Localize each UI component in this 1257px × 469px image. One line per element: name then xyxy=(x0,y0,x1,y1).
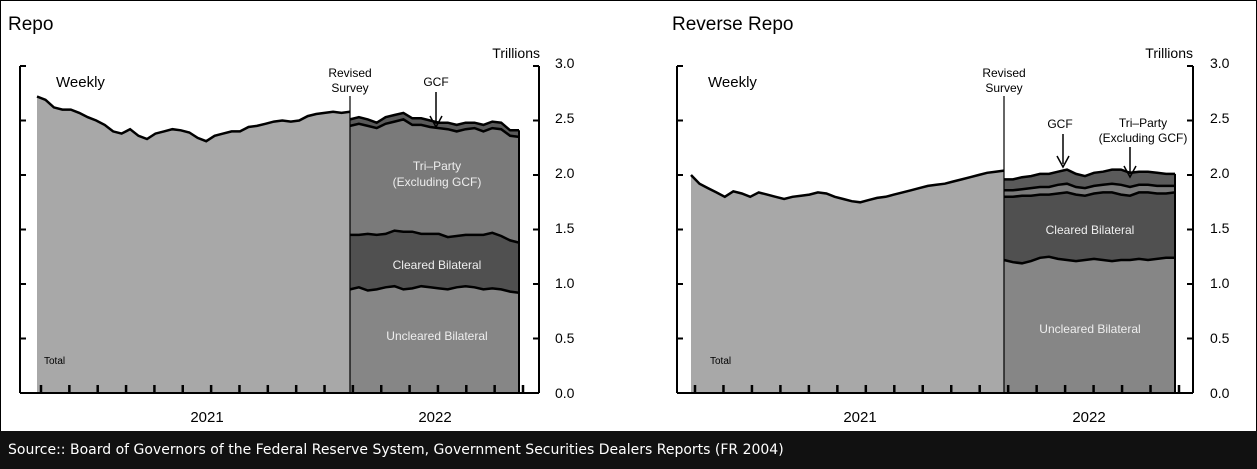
stack-boundary-line xyxy=(349,111,519,132)
total-region-label: Total xyxy=(44,356,65,367)
y-tick-label: 2.5 xyxy=(555,110,575,126)
stack-boundary-line xyxy=(349,284,520,294)
total-area xyxy=(37,96,350,393)
y-tick-label: 2.5 xyxy=(1210,110,1230,126)
frequency-label: Weekly xyxy=(708,74,757,91)
stack-boundary-line xyxy=(1003,255,1175,265)
triparty-annotation: Tri–Party xyxy=(1119,116,1167,130)
gcf-arrow-head-icon xyxy=(1056,155,1070,169)
y-tick-label: 2.0 xyxy=(555,165,575,181)
y-tick-label: 3.0 xyxy=(1210,55,1230,71)
total-area xyxy=(691,170,1004,393)
y-tick-label: 0.0 xyxy=(1210,385,1230,401)
charts-canvas: Repo Weekly Trillions Total Uncleared Bi… xyxy=(8,14,1230,426)
triparty-arrow-head-icon xyxy=(1123,165,1137,179)
source-note: Source:: Board of Governors of the Feder… xyxy=(0,431,1257,469)
total-line xyxy=(690,169,1005,204)
total-region-label: Total xyxy=(710,356,731,367)
y-tick-label: 1.0 xyxy=(1210,275,1230,291)
reverse-repo-panel: Reverse Repo Weekly Trillions Total Uncl… xyxy=(672,14,1230,426)
gcf-annotation: GCF xyxy=(423,75,448,89)
chart-title: Reverse Repo xyxy=(672,14,793,35)
stack-boundary-line xyxy=(1004,191,1176,199)
revised-survey-annotation: Revised xyxy=(328,66,371,80)
cleared-region-label: Cleared Bilateral xyxy=(1046,223,1135,237)
y-tick-label: 0.0 xyxy=(555,385,575,401)
stack-boundary-line xyxy=(1004,168,1175,181)
triparty-region-label: Tri–Party xyxy=(413,159,461,173)
revised-survey-annotation: Revised xyxy=(982,66,1025,80)
units-label: Trillions xyxy=(1145,45,1193,61)
uncleared-region-label: Uncleared Bilateral xyxy=(386,329,487,343)
x-tick-label-2022: 2022 xyxy=(418,409,451,426)
plot-area xyxy=(19,65,540,394)
y-tick-label: 1.5 xyxy=(555,220,575,236)
cleared-bilateral-area xyxy=(1004,192,1175,264)
uncleared-bilateral-area xyxy=(350,286,519,393)
uncleared-bilateral-area xyxy=(1004,256,1175,393)
triparty-annotation-sub: (Excluding GCF) xyxy=(1099,131,1188,145)
x-tick-label-2021: 2021 xyxy=(190,409,223,426)
repo-panel: Repo Weekly Trillions Total Uncleared Bi… xyxy=(8,14,575,426)
y-tick-label: 3.0 xyxy=(555,55,575,71)
y-tick-label: 0.5 xyxy=(555,330,575,346)
cleared-region-label: Cleared Bilateral xyxy=(393,258,482,272)
revised-survey-annotation-sub: Survey xyxy=(985,81,1022,95)
y-tick-label: 0.5 xyxy=(1210,330,1230,346)
chart-title: Repo xyxy=(8,14,53,35)
frequency-label: Weekly xyxy=(56,74,105,91)
revised-survey-annotation-sub: Survey xyxy=(331,81,368,95)
x-tick-label-2021: 2021 xyxy=(843,409,876,426)
y-tick-label: 1.0 xyxy=(555,275,575,291)
plot-area xyxy=(676,65,1194,394)
stack-boundary-line xyxy=(349,118,520,139)
stack-boundary-line xyxy=(350,229,520,244)
gcf-annotation: GCF xyxy=(1047,117,1072,131)
y-axis-ticks: 0.0 0.5 1.0 1.5 2.0 2.5 3.0 xyxy=(555,55,575,401)
total-line xyxy=(36,95,351,143)
gcf-arrow-head-icon xyxy=(429,115,443,129)
triparty-region-label-sub: (Excluding GCF) xyxy=(393,175,482,189)
cleared-bilateral-area xyxy=(350,230,519,293)
y-tick-label: 1.5 xyxy=(1210,220,1230,236)
units-label: Trillions xyxy=(492,45,540,61)
x-tick-label-2022: 2022 xyxy=(1072,409,1105,426)
y-tick-label: 2.0 xyxy=(1210,165,1230,181)
uncleared-region-label: Uncleared Bilateral xyxy=(1039,322,1140,336)
tri-party-area xyxy=(350,119,519,243)
y-axis-ticks: 0.0 0.5 1.0 1.5 2.0 2.5 3.0 xyxy=(1210,55,1230,401)
stack-boundary-line xyxy=(1004,182,1175,192)
